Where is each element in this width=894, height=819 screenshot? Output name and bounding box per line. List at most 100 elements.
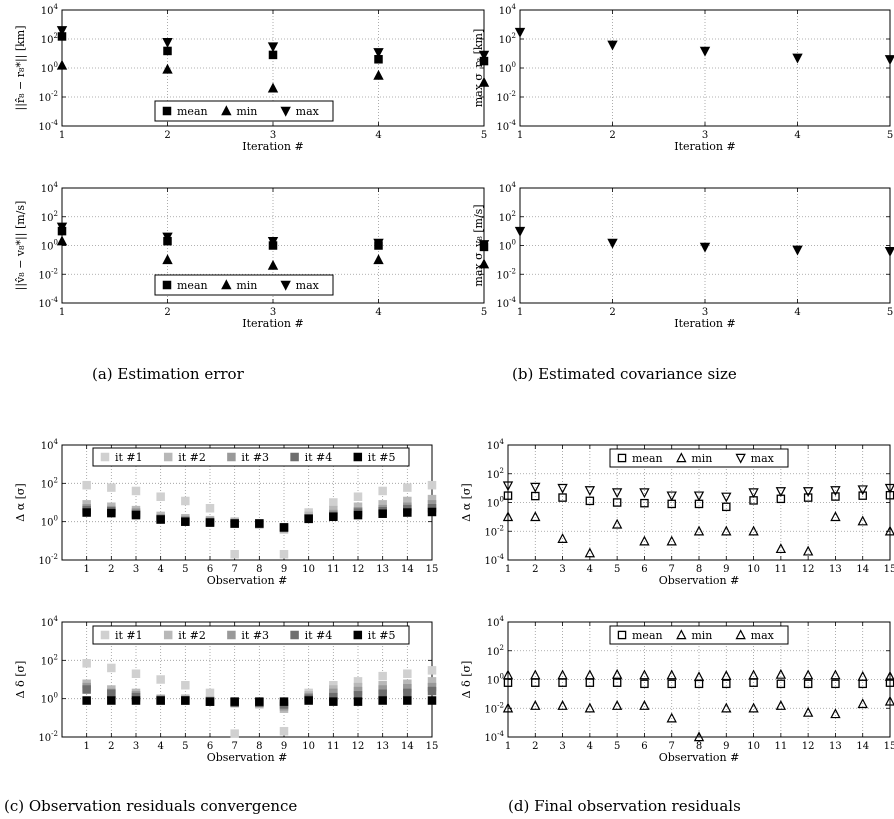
data-point — [373, 48, 384, 59]
y-tick-label: 100 — [41, 61, 58, 75]
y-tick-label: 10-4 — [38, 296, 58, 310]
data-point — [884, 695, 894, 706]
y-tick-label: 104 — [487, 615, 505, 629]
data-point — [205, 518, 215, 527]
data-point — [82, 659, 91, 668]
data-point — [721, 670, 732, 681]
legend-marker — [162, 106, 172, 116]
x-tick-label: 13 — [829, 564, 842, 575]
x-tick-label: 4 — [157, 741, 163, 752]
x-tick-label: 5 — [614, 564, 620, 575]
data-point — [502, 702, 514, 713]
data-point — [694, 499, 704, 509]
x-tick-label: 1 — [59, 307, 65, 318]
x-axis-label: Observation # — [207, 574, 288, 587]
series-it-5 — [82, 507, 437, 532]
data-point — [857, 670, 868, 681]
data-point — [373, 254, 384, 265]
y-tick-label: 10-2 — [496, 267, 516, 281]
data-point — [107, 663, 116, 673]
x-tick-label: 2 — [108, 741, 114, 752]
data-point — [748, 488, 759, 499]
data-point — [56, 59, 68, 70]
x-tick-label: 14 — [856, 564, 869, 575]
data-point — [131, 696, 141, 705]
data-point — [267, 42, 279, 53]
x-tick-label: 4 — [794, 130, 800, 141]
data-point — [884, 483, 894, 494]
data-point — [699, 242, 711, 253]
legend-marker — [280, 106, 291, 117]
x-tick-label: 3 — [133, 564, 139, 575]
y-tick-label: 102 — [499, 210, 516, 224]
x-tick-label: 11 — [327, 741, 340, 752]
legend: mean min max — [609, 448, 789, 468]
y-tick-label: 104 — [41, 181, 59, 195]
y-tick-label: 10-2 — [496, 90, 516, 104]
data-point — [279, 726, 289, 736]
legend-label: it #1 — [115, 451, 143, 464]
data-point — [230, 697, 239, 706]
x-tick-label: 1 — [505, 741, 511, 752]
data-point — [884, 55, 894, 65]
data-point — [722, 679, 731, 689]
legend-box — [609, 448, 789, 468]
y-tick-label: 104 — [41, 3, 59, 17]
data-point — [666, 712, 677, 723]
x-tick-label: 1 — [517, 307, 523, 318]
y-axis-label: ||r̂₈ − r₈*|| [km] — [14, 25, 28, 110]
data-point — [131, 486, 141, 496]
data-point — [82, 696, 91, 705]
x-tick-label: 9 — [281, 741, 287, 752]
series-points — [514, 226, 894, 257]
legend-label: mean — [177, 105, 208, 118]
data-point — [329, 697, 338, 706]
data-point — [693, 731, 705, 742]
data-point — [304, 696, 313, 705]
caption-a: (a) Estimation error — [92, 365, 245, 383]
y-tick-label: 10-2 — [484, 701, 504, 715]
data-point — [162, 232, 173, 243]
x-axis-label: Iteration # — [674, 140, 735, 153]
data-point — [267, 236, 279, 247]
data-point — [230, 729, 239, 738]
data-point — [666, 491, 677, 502]
x-tick-label: 15 — [884, 741, 894, 752]
data-point — [857, 698, 868, 709]
x-tick-label: 11 — [327, 564, 340, 575]
series-min — [56, 235, 490, 270]
x-tick-label: 7 — [231, 741, 237, 752]
y-axis-label: Δ α [σ] — [460, 483, 473, 521]
y-tick-label: 104 — [499, 181, 517, 195]
legend: it #1 it #2 it #3 it #4 it #5 — [92, 447, 410, 467]
chart-a2: 1 2 3 4 5 10-4 10-2 100 102 104 Iteration # ||v̂₈ −… — [14, 181, 490, 330]
data-point — [884, 525, 894, 536]
x-axis-label: Observation # — [659, 751, 740, 764]
data-point — [378, 486, 387, 496]
data-point — [830, 486, 841, 497]
data-point — [353, 510, 363, 520]
x-tick-label: 5 — [481, 130, 487, 141]
x-tick-label: 4 — [587, 564, 593, 575]
data-point — [721, 492, 732, 503]
x-tick-label: 4 — [794, 307, 800, 318]
data-point — [378, 509, 387, 518]
legend-box — [609, 625, 789, 645]
legend: it #1 it #2 it #3 it #4 it #5 — [92, 625, 410, 645]
data-point — [792, 53, 803, 64]
y-tick-label: 102 — [487, 644, 504, 658]
y-tick-label: 102 — [41, 476, 58, 490]
x-tick-label: 3 — [702, 307, 708, 318]
data-point — [858, 491, 867, 500]
caption-d: (d) Final observation residuals — [508, 797, 741, 815]
data-point — [640, 498, 649, 508]
data-point — [607, 40, 618, 51]
x-tick-label: 5 — [887, 130, 893, 141]
legend-label: mean — [177, 279, 208, 292]
legend-label: it #1 — [115, 629, 143, 642]
data-point — [639, 535, 650, 546]
data-point — [803, 679, 813, 689]
legend-label: max — [751, 629, 775, 642]
data-point — [530, 482, 541, 493]
data-point — [857, 515, 868, 526]
